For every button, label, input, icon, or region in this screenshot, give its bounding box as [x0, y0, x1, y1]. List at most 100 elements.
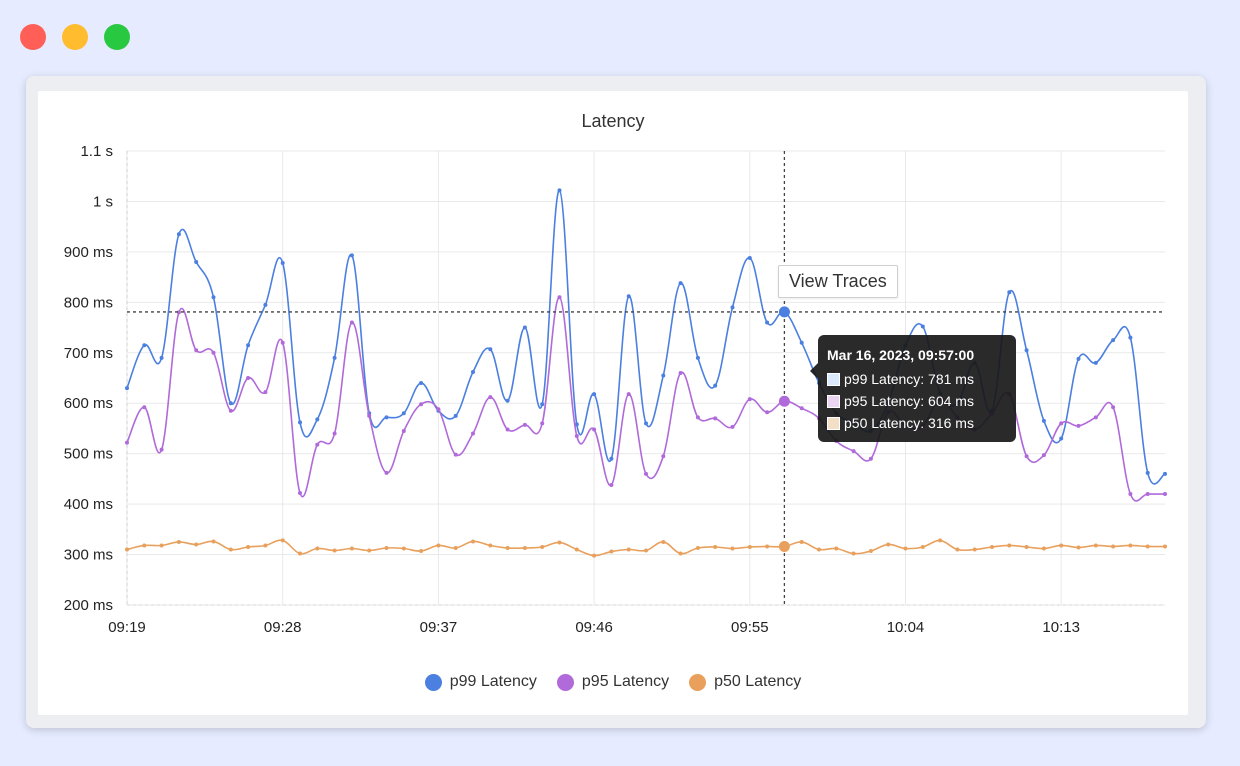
tooltip-row-p50: p50 Latency: 316 ms [827, 412, 1007, 434]
data-point [1163, 471, 1167, 476]
data-point [713, 416, 718, 421]
data-point [505, 545, 510, 550]
data-point [1163, 492, 1167, 497]
data-point [332, 431, 337, 436]
data-point [349, 546, 354, 551]
data-point [522, 325, 527, 330]
data-point [263, 390, 268, 395]
data-point [280, 538, 285, 543]
data-point [644, 421, 648, 426]
data-point [557, 540, 562, 545]
data-point [540, 544, 545, 549]
data-point [1024, 348, 1029, 353]
p95-legend-dot-icon [556, 673, 574, 691]
data-point [1059, 421, 1064, 426]
data-point [592, 392, 597, 397]
tooltip-p50-label: p50 Latency: 316 ms [844, 415, 974, 431]
data-point [886, 542, 891, 547]
data-point [1059, 436, 1064, 441]
data-point [401, 546, 406, 551]
data-point [1093, 415, 1098, 420]
data-point [176, 232, 181, 237]
data-point [419, 381, 424, 386]
legend-item-p50[interactable]: p50 Latency [689, 673, 801, 691]
data-point [661, 373, 666, 378]
minimize-window-button[interactable] [62, 24, 88, 50]
window-controls [20, 24, 130, 50]
data-point [298, 491, 302, 496]
data-point [315, 417, 320, 422]
data-point [747, 397, 752, 402]
data-point [851, 551, 856, 556]
crosshair-layer [127, 151, 1165, 605]
data-point [367, 413, 372, 418]
data-point [1128, 335, 1133, 340]
data-point [522, 422, 527, 427]
data-point [349, 253, 354, 258]
highlight-layer [778, 306, 790, 552]
data-point [1128, 492, 1133, 497]
view-traces-button[interactable]: View Traces [778, 265, 898, 298]
p95-swatch-icon [827, 394, 840, 408]
data-point [574, 422, 579, 427]
data-point [1128, 543, 1133, 548]
data-point [436, 407, 441, 412]
legend-p99-label: p99 Latency [449, 673, 537, 690]
data-point [1145, 492, 1150, 497]
data-point [574, 434, 579, 439]
legend-item-p95[interactable]: p95 Latency [556, 673, 669, 691]
data-point [125, 547, 129, 552]
latency-chart[interactable]: Latency 200 ms 300 ms 400 ms 500 ms 600 ms 70… [38, 91, 1188, 715]
data-point [1145, 470, 1150, 475]
data-point [1145, 544, 1150, 549]
data-point [990, 544, 994, 549]
data-point [574, 547, 579, 552]
data-point [263, 543, 268, 548]
maximize-window-button[interactable] [104, 24, 130, 50]
data-point [211, 539, 216, 544]
data-point [1093, 543, 1098, 548]
data-point [367, 548, 372, 553]
data-point [142, 543, 147, 548]
legend-item-p99[interactable]: p99 Latency [424, 673, 537, 691]
y-tick-label: 500 ms [64, 446, 113, 463]
data-point [384, 545, 389, 550]
y-tick-label: 200 ms [64, 597, 113, 614]
close-window-button[interactable] [20, 24, 46, 50]
data-point [609, 482, 614, 487]
data-point [765, 544, 770, 549]
x-tick-label: 09:37 [420, 619, 458, 636]
data-point [453, 545, 458, 550]
data-point [920, 324, 925, 329]
highlight-point [778, 306, 790, 318]
data-point [401, 428, 406, 433]
data-point [125, 386, 129, 391]
data-point [159, 447, 164, 452]
data-point [280, 340, 285, 345]
data-point [730, 424, 735, 429]
y-tick-label: 700 ms [64, 345, 113, 362]
data-point [228, 547, 233, 552]
data-point [695, 415, 700, 420]
data-point [678, 551, 683, 556]
data-point [1059, 543, 1064, 548]
data-point [972, 547, 977, 552]
data-point [332, 355, 337, 360]
highlight-point [778, 395, 790, 407]
y-tick-label: 1 s [93, 193, 113, 210]
data-point [938, 538, 943, 543]
x-tick-label: 10:13 [1042, 619, 1080, 636]
data-point [298, 551, 302, 556]
data-point [176, 539, 181, 544]
data-point [678, 370, 683, 375]
data-point [194, 542, 199, 547]
data-point [246, 343, 251, 348]
data-point [505, 398, 510, 403]
data-point [747, 255, 752, 260]
data-point [349, 320, 354, 325]
data-point [540, 421, 545, 426]
data-point [557, 295, 562, 300]
x-tick-label: 09:55 [731, 619, 769, 636]
data-point [747, 544, 752, 549]
chart-tooltip: Mar 16, 2023, 09:57:00 p99 Latency: 781 … [810, 335, 1016, 442]
